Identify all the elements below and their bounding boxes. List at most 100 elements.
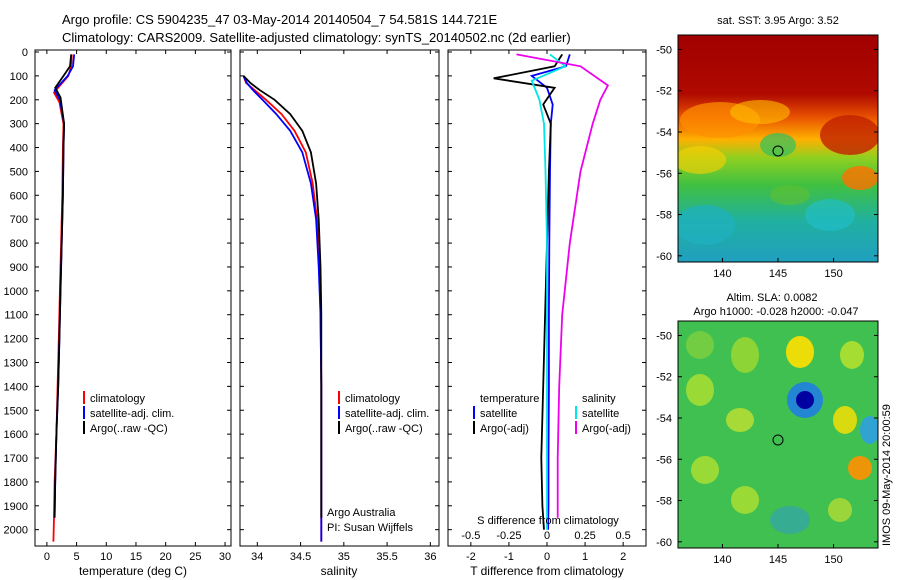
sla-xtick-label: 150 bbox=[824, 554, 842, 566]
difference-t-tick-label: -2 bbox=[466, 551, 476, 563]
depth-tick-label: 600 bbox=[10, 190, 28, 202]
legend-title-salinity: salinity bbox=[582, 393, 616, 405]
depth-tick-label: 0 bbox=[22, 47, 28, 59]
figure-title-line1: Argo profile: CS 5904235_47 03-May-2014 … bbox=[62, 12, 497, 27]
temperature-series-line-2 bbox=[53, 54, 73, 518]
sla-map-title-line1: Altim. SLA: 0.0082 bbox=[726, 292, 817, 304]
depth-tick-label: 1700 bbox=[4, 453, 28, 465]
sst-ytick-label: -54 bbox=[656, 127, 672, 139]
depth-tick-label: 1600 bbox=[4, 429, 28, 441]
temperature-plot: 0 5 10 15 20 25 30 bbox=[44, 50, 231, 563]
depth-tick-label: 1300 bbox=[4, 357, 28, 369]
sla-ytick-label: -56 bbox=[656, 454, 672, 466]
sla-ytick-label: -54 bbox=[656, 413, 672, 425]
legend-label-satellite: satellite-adj. clim. bbox=[345, 408, 429, 420]
depth-tick-label: 800 bbox=[10, 238, 28, 250]
temperature-xtick-label: 10 bbox=[100, 551, 112, 563]
difference-t-tick-label: 0 bbox=[544, 551, 550, 563]
legend-label-climatology: climatology bbox=[90, 393, 146, 405]
temperature-xtick-label: 20 bbox=[160, 551, 172, 563]
difference-t-tick-label: 1 bbox=[582, 551, 588, 563]
sla-xtick-label: 140 bbox=[713, 554, 731, 566]
legend-label-satellite: satellite-adj. clim. bbox=[90, 408, 174, 420]
depth-tick-label: 400 bbox=[10, 143, 28, 155]
difference-s-tick-label: -0.5 bbox=[461, 530, 480, 542]
salinity-xtick-label: 35 bbox=[338, 551, 350, 563]
salinity-note-argo-australia: Argo Australia bbox=[327, 507, 396, 519]
legend-label-climatology: climatology bbox=[345, 393, 401, 405]
salinity-xlabel: salinity bbox=[321, 564, 358, 578]
difference-s-tick-label: -0.25 bbox=[496, 530, 521, 542]
sla-map-title-line2: Argo h1000: -0.028 h2000: -0.047 bbox=[693, 306, 858, 318]
sst-ytick-label: -52 bbox=[656, 86, 672, 98]
sla-map-axes: -50 -52 -54 -56 -58 -60 140 145 150 bbox=[656, 330, 878, 566]
sst-xtick-label: 145 bbox=[769, 268, 787, 280]
temperature-xlabel: temperature (deg C) bbox=[79, 564, 187, 578]
s-difference-label: S difference from climatology bbox=[477, 515, 619, 527]
sst-argo-marker bbox=[772, 145, 784, 157]
salinity-panel-frame bbox=[239, 49, 440, 547]
sla-ytick-label: -58 bbox=[656, 496, 672, 508]
temperature-xtick-label: 0 bbox=[44, 551, 50, 563]
depth-tick-label: 1000 bbox=[4, 286, 28, 298]
salinity-xtick-label: 34 bbox=[251, 551, 263, 563]
difference-series-line-2 bbox=[530, 53, 568, 530]
depth-tick-label: 1400 bbox=[4, 381, 28, 393]
sst-xtick-label: 150 bbox=[824, 268, 842, 280]
sla-argo-marker bbox=[772, 434, 784, 446]
difference-series-line-3 bbox=[516, 53, 610, 518]
salinity-xtick-label: 36 bbox=[424, 551, 436, 563]
sst-ytick-label: -56 bbox=[656, 168, 672, 180]
depth-tick-label: 700 bbox=[10, 214, 28, 226]
legend-label-t-satellite: satellite bbox=[480, 408, 517, 420]
sst-map-title: sat. SST: 3.95 Argo: 3.52 bbox=[717, 15, 839, 27]
sla-ytick-label: -50 bbox=[656, 330, 672, 342]
legend-title-temperature: temperature bbox=[480, 393, 539, 405]
difference-s-tick-label: 0.5 bbox=[616, 530, 631, 542]
depth-tick-label: 1200 bbox=[4, 334, 28, 346]
depth-tick-label: 1800 bbox=[4, 477, 28, 489]
difference-legend-salinity: salinity satellite Argo(-adj) bbox=[575, 393, 631, 435]
salinity-legend: climatology satellite-adj. clim. Argo(..… bbox=[338, 391, 429, 435]
depth-axis: 0 100 200 300 400 500 600 700 800 900 1000 1100 1200… bbox=[4, 47, 646, 537]
salinity-plot: 34 34.5 35 35.5 36 bbox=[242, 50, 436, 563]
salinity-xtick-label: 35.5 bbox=[376, 551, 397, 563]
figure-title-line2: Climatology: CARS2009. Satellite-adjuste… bbox=[62, 30, 571, 45]
salinity-note-pi: PI: Susan Wijffels bbox=[327, 522, 413, 534]
depth-tick-label: 1500 bbox=[4, 405, 28, 417]
difference-plot: -2 -1 0 1 2 -0.5 -0.25 0 0.25 0.5 bbox=[461, 50, 631, 563]
salinity-xtick-label: 34.5 bbox=[290, 551, 311, 563]
difference-legend-temperature: temperature satellite Argo(-adj) bbox=[473, 393, 539, 435]
temperature-panel-frame bbox=[34, 49, 232, 547]
depth-tick-label: 200 bbox=[10, 95, 28, 107]
legend-label-t-argo: Argo(-adj) bbox=[480, 423, 529, 435]
depth-tick-label: 100 bbox=[10, 71, 28, 83]
legend-label-s-argo: Argo(-adj) bbox=[582, 423, 631, 435]
temperature-xtick-label: 25 bbox=[189, 551, 201, 563]
sst-map-axes: -50 -52 -54 -56 -58 -60 140 145 150 bbox=[656, 44, 878, 280]
difference-series-line-0 bbox=[529, 54, 571, 530]
temperature-xtick-label: 15 bbox=[130, 551, 142, 563]
legend-label-argo: Argo(..raw -QC) bbox=[90, 423, 168, 435]
depth-tick-label: 900 bbox=[10, 262, 28, 274]
salinity-series-line-2 bbox=[242, 75, 323, 518]
legend-label-argo: Argo(..raw -QC) bbox=[345, 423, 423, 435]
temperature-xtick-label: 5 bbox=[74, 551, 80, 563]
difference-s-tick-label: 0.25 bbox=[574, 530, 595, 542]
legend-label-s-satellite: satellite bbox=[582, 408, 619, 420]
sst-ytick-label: -50 bbox=[656, 44, 672, 56]
sla-xtick-label: 145 bbox=[769, 554, 787, 566]
temperature-legend: climatology satellite-adj. clim. Argo(..… bbox=[83, 391, 174, 435]
sla-ytick-label: -60 bbox=[656, 537, 672, 549]
depth-tick-label: 500 bbox=[10, 166, 28, 178]
depth-tick-label: 2000 bbox=[4, 525, 28, 537]
sst-xtick-label: 140 bbox=[713, 268, 731, 280]
sla-ytick-label: -52 bbox=[656, 372, 672, 384]
depth-tick-label: 1900 bbox=[4, 501, 28, 513]
sst-ytick-label: -58 bbox=[656, 210, 672, 222]
sst-map bbox=[677, 34, 879, 263]
difference-s-tick-label: 0 bbox=[544, 530, 550, 542]
difference-xlabel: T difference from climatology bbox=[470, 564, 624, 578]
imos-timestamp: IMOS 09-May-2014 20:00:59 bbox=[881, 404, 893, 546]
